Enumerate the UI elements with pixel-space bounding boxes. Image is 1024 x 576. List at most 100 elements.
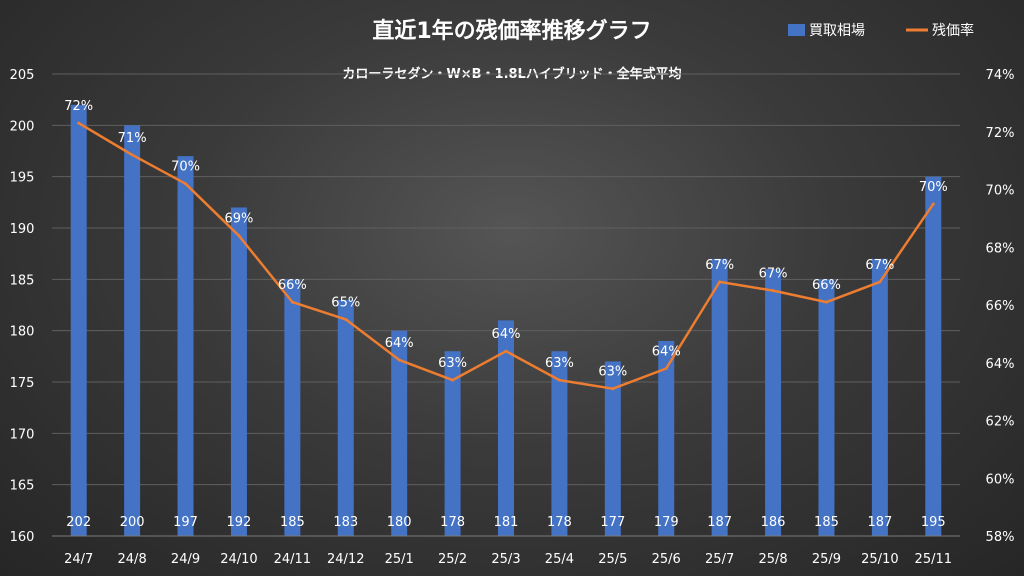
x-tick-label: 24/10 bbox=[220, 552, 257, 567]
line-point bbox=[184, 182, 188, 186]
bar-value-label: 192 bbox=[227, 515, 252, 530]
bar-value-label: 186 bbox=[761, 515, 786, 530]
bar-series: 202 200 197 192 185 183 180 178 181 178 177 179 187 1… bbox=[66, 104, 946, 537]
bar bbox=[925, 176, 942, 536]
x-tick-label: 24/12 bbox=[327, 552, 364, 567]
bar bbox=[284, 279, 301, 536]
line-point bbox=[824, 300, 828, 304]
bar bbox=[337, 299, 354, 536]
line-value-label: 64% bbox=[385, 336, 414, 351]
bar bbox=[765, 269, 782, 536]
line-point bbox=[611, 387, 615, 391]
y-left-tick-label: 190 bbox=[10, 222, 35, 237]
x-tick-label: 25/2 bbox=[438, 552, 467, 567]
x-tick-label: 25/9 bbox=[812, 552, 841, 567]
line-value-label: 63% bbox=[545, 356, 574, 371]
line-value-label: 70% bbox=[171, 160, 200, 175]
x-tick-label: 25/11 bbox=[915, 552, 952, 567]
y-left-tick-label: 205 bbox=[10, 68, 35, 83]
bar bbox=[177, 156, 194, 536]
x-tick-label: 25/1 bbox=[385, 552, 414, 567]
y-right-tick-label: 66% bbox=[986, 299, 1015, 314]
y-right-tick-label: 60% bbox=[986, 472, 1015, 487]
legend: 買取相場 残価率 bbox=[788, 22, 974, 39]
y-right-tick-label: 58% bbox=[986, 530, 1015, 545]
y-left-tick-label: 195 bbox=[10, 171, 35, 186]
line-point bbox=[504, 349, 508, 353]
x-tick-label: 25/3 bbox=[491, 552, 520, 567]
line-point bbox=[237, 234, 241, 238]
bar-value-label: 178 bbox=[440, 515, 465, 530]
x-tick-label: 25/4 bbox=[545, 552, 574, 567]
line-value-label: 71% bbox=[118, 131, 147, 146]
y-right-tick-label: 68% bbox=[986, 241, 1015, 256]
line-value-label: 70% bbox=[919, 180, 948, 195]
bar bbox=[604, 361, 621, 536]
bar-value-label: 200 bbox=[120, 515, 145, 530]
legend-bar-swatch bbox=[788, 24, 805, 36]
bar-value-label: 178 bbox=[547, 515, 572, 530]
y-left-tick-label: 160 bbox=[10, 530, 35, 545]
bar-value-label: 197 bbox=[173, 515, 198, 530]
x-tick-label: 24/9 bbox=[171, 552, 200, 567]
bar-value-label: 183 bbox=[333, 515, 358, 530]
line-value-label: 63% bbox=[438, 356, 467, 371]
bar-value-label: 180 bbox=[387, 515, 412, 530]
bar bbox=[818, 279, 835, 536]
legend-line-label: 残価率 bbox=[932, 22, 974, 39]
line-point bbox=[931, 202, 935, 206]
left-axis: 160 165 170 175 180 185 190 195 200 205 bbox=[10, 68, 35, 545]
line-value-label: 67% bbox=[705, 258, 734, 273]
bar-value-label: 187 bbox=[707, 515, 732, 530]
y-left-tick-label: 180 bbox=[10, 325, 35, 340]
x-tick-label: 24/8 bbox=[118, 552, 147, 567]
bar-value-label: 195 bbox=[921, 515, 946, 530]
bar bbox=[871, 258, 888, 536]
y-right-tick-label: 74% bbox=[986, 68, 1015, 83]
bar bbox=[70, 104, 87, 537]
line-point bbox=[77, 121, 81, 125]
bar-value-label: 181 bbox=[494, 515, 519, 530]
bar bbox=[498, 320, 514, 536]
x-tick-label: 25/8 bbox=[758, 552, 787, 567]
line-value-label: 63% bbox=[598, 365, 627, 380]
bar-value-label: 177 bbox=[600, 515, 625, 530]
line-point bbox=[397, 358, 401, 362]
line-value-label: 67% bbox=[865, 258, 894, 273]
bar bbox=[711, 258, 728, 536]
line-point bbox=[557, 378, 561, 382]
bar-value-label: 202 bbox=[66, 515, 91, 530]
bar bbox=[230, 207, 247, 536]
y-left-tick-label: 200 bbox=[10, 119, 35, 134]
bar bbox=[551, 351, 568, 536]
x-tick-label: 24/7 bbox=[64, 552, 93, 567]
y-right-tick-label: 70% bbox=[986, 184, 1015, 199]
chart-title: 直近1年の残価率推移グラフ bbox=[372, 18, 651, 44]
line-value-label: 69% bbox=[224, 212, 253, 227]
y-left-tick-label: 170 bbox=[10, 427, 35, 442]
line-series: 72% 71% 70% 69% 66% 65% 64% 63% 64% 63% 63% 64% 67% 6… bbox=[64, 99, 948, 391]
bar-value-label: 185 bbox=[280, 515, 305, 530]
bar bbox=[444, 351, 461, 536]
line-value-label: 64% bbox=[492, 327, 521, 342]
line-point bbox=[718, 280, 722, 284]
x-tick-label: 24/11 bbox=[274, 552, 311, 567]
y-right-tick-label: 62% bbox=[986, 415, 1015, 430]
bar-value-label: 185 bbox=[814, 515, 839, 530]
line-point bbox=[878, 280, 882, 284]
line-value-label: 65% bbox=[331, 295, 360, 310]
x-axis: 24/7 24/8 24/9 24/10 24/11 24/12 25/1 25/2 25/3 2… bbox=[52, 535, 960, 567]
line-point bbox=[130, 153, 134, 157]
line-value-label: 66% bbox=[278, 278, 307, 293]
line-point bbox=[664, 367, 668, 371]
right-axis: 58% 60% 62% 64% 66% 68% 70% 72% 74% bbox=[986, 68, 1015, 545]
line-value-label: 66% bbox=[812, 278, 841, 293]
y-left-tick-label: 185 bbox=[10, 273, 35, 288]
x-tick-label: 25/5 bbox=[598, 552, 627, 567]
y-right-tick-label: 64% bbox=[986, 357, 1015, 372]
y-right-tick-label: 72% bbox=[986, 126, 1015, 141]
line-point bbox=[290, 300, 294, 304]
y-left-tick-label: 165 bbox=[10, 479, 35, 494]
x-tick-label: 25/6 bbox=[652, 552, 681, 567]
